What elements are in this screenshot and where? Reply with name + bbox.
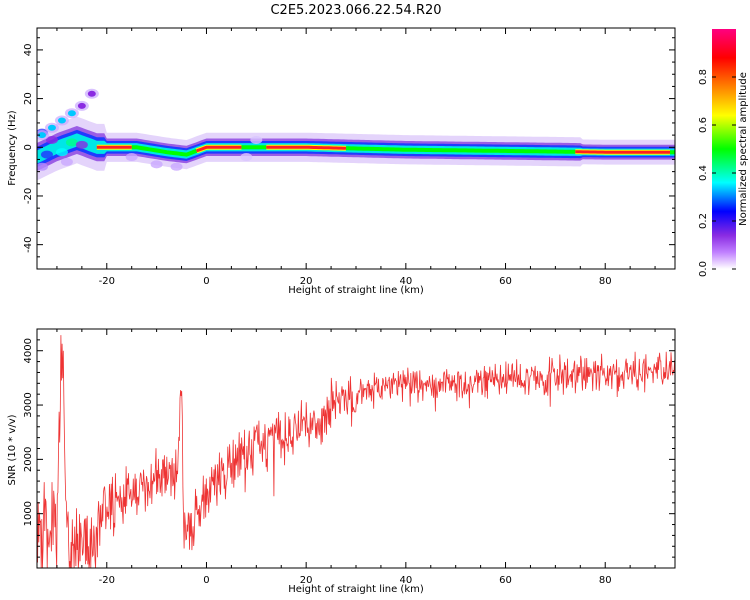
y-tick-label: 20 <box>23 92 34 105</box>
branch-point <box>87 90 96 97</box>
y-tick-label: 40 <box>23 44 34 57</box>
colorbar-tick-label: 0.2 <box>698 213 709 229</box>
spectrogram-ylabel: Frequency (Hz) <box>7 110 18 186</box>
x-tick-label: 0 <box>203 276 209 287</box>
y-tick-label: -20 <box>23 188 34 204</box>
snr-xlabel: Height of straight line (km) <box>288 584 424 595</box>
figure-title: C2E5.2023.066.22.54.R20 <box>270 3 441 18</box>
x-tick-label: 80 <box>599 276 612 287</box>
spectrogram-blob <box>170 162 183 171</box>
x-tick-label: 0 <box>203 575 209 586</box>
spectrogram-blob <box>55 148 68 157</box>
spectrogram-blob <box>240 153 253 162</box>
colorbar: 0.0 0.2 0.4 0.6 0.8 Normalized spectral ampl… <box>698 29 749 277</box>
snr-ylabel: SNR (10 * v/v) <box>7 414 18 485</box>
x-tick-label: 60 <box>499 276 512 287</box>
spectrogram-blob <box>45 135 58 144</box>
colorbar-tick-label: 0.6 <box>698 117 709 133</box>
x-tick-label: 20 <box>300 575 313 586</box>
spectrogram-xlabel: Height of straight line (km) <box>288 285 424 296</box>
y-tick-label: 3000 <box>23 392 34 417</box>
colorbar-gradient <box>712 29 736 269</box>
y-tick-label: 2000 <box>23 447 34 472</box>
x-tick-label: -20 <box>99 276 115 287</box>
spectrogram-blob <box>75 140 88 149</box>
x-tick-label: -20 <box>99 575 115 586</box>
branch-point <box>57 117 66 124</box>
spectrogram-blob <box>65 138 78 147</box>
spectrogram-blob <box>60 157 73 166</box>
branch-point <box>77 102 86 109</box>
branch-point <box>37 132 46 139</box>
y-tick-label: 1000 <box>23 501 34 526</box>
branch-point <box>47 124 56 131</box>
spectrogram-blob <box>37 162 48 171</box>
x-tick-label: 80 <box>599 575 612 586</box>
spectrogram-panel: -20 0 20 40 60 80 -40 -20 0 20 40 Height of straig… <box>7 27 676 296</box>
x-tick-label: 60 <box>499 575 512 586</box>
colorbar-label: Normalized spectral amplitude <box>738 72 749 226</box>
x-tick-label: 40 <box>399 575 412 586</box>
y-tick-label: 4000 <box>23 338 34 363</box>
y-tick-label: 0 <box>23 144 34 150</box>
spectrogram-blob <box>250 135 263 144</box>
branch-point <box>67 110 76 117</box>
snr-trace <box>37 335 675 568</box>
spectrogram-peak <box>266 145 347 150</box>
snr-frame <box>36 328 676 569</box>
spectrogram-blob <box>40 150 53 159</box>
snr-panel: -20 0 20 40 60 80 1000 2000 3000 4000 Height of s… <box>7 328 676 595</box>
spectrogram-blob <box>150 160 163 169</box>
spectrogram-blob <box>125 153 138 162</box>
colorbar-tick-label: 0.8 <box>698 69 709 85</box>
spectrogram-peak <box>195 145 242 153</box>
x-tick-label: 40 <box>399 276 412 287</box>
x-tick-label: 20 <box>300 276 313 287</box>
colorbar-tick-label: 0.4 <box>698 165 709 181</box>
y-tick-label: -40 <box>23 236 34 252</box>
colorbar-tick-label: 0.0 <box>698 261 709 277</box>
